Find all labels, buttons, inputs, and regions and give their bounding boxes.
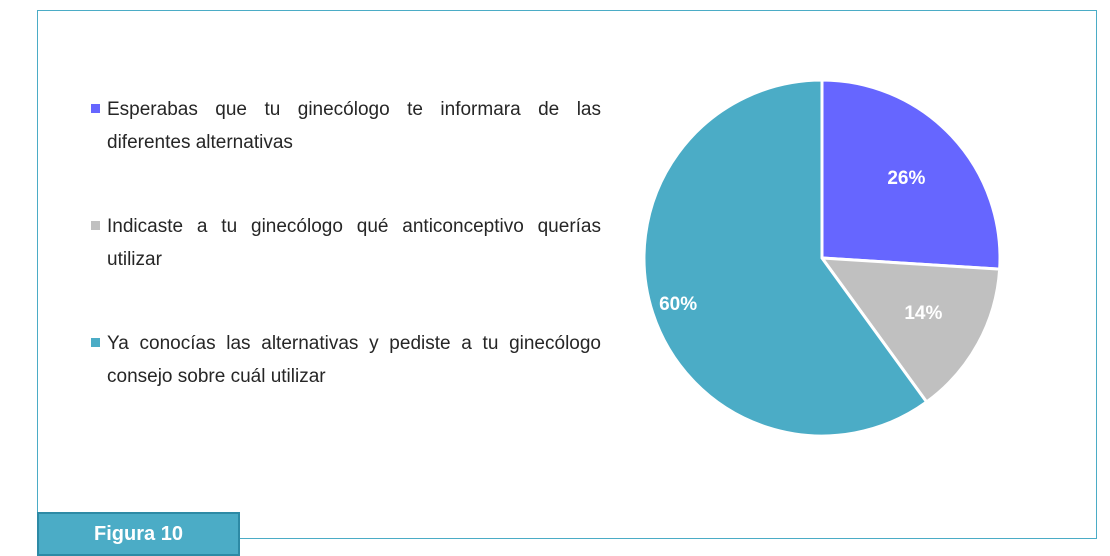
legend-swatch — [91, 221, 100, 230]
legend-swatch — [91, 338, 100, 347]
legend-label: Esperabas que tu ginecólogo te informara… — [107, 99, 601, 153]
frame — [37, 10, 1097, 539]
legend: Esperabas que tu ginecólogo te informara… — [91, 93, 601, 444]
data-label: 26% — [887, 168, 925, 189]
legend-label: Indicaste a tu ginecólogo qué anticoncep… — [107, 216, 601, 270]
pie-slice — [642, 78, 929, 438]
pie-slice — [820, 78, 1002, 271]
legend-item: Ya conocías las alternativas y pediste a… — [91, 327, 601, 393]
legend-swatch — [91, 104, 100, 113]
data-label: 14% — [904, 303, 942, 324]
data-label: 60% — [659, 294, 697, 315]
figure-label: Figura 10 — [37, 512, 240, 556]
pie-slice — [818, 256, 1002, 405]
legend-label: Ya conocías las alternativas y pediste a… — [107, 333, 601, 387]
legend-item: Esperabas que tu ginecólogo te informara… — [91, 93, 601, 159]
legend-item: Indicaste a tu ginecólogo qué anticoncep… — [91, 210, 601, 276]
